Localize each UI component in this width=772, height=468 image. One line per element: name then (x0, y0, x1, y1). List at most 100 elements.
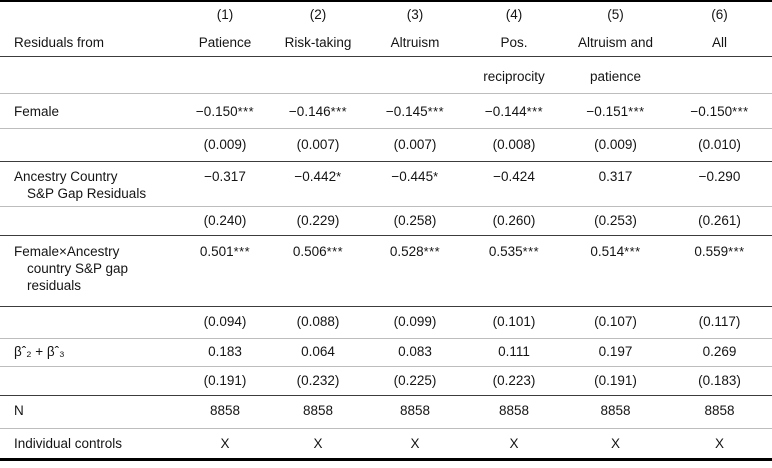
label-line: Ancestry Country (14, 168, 118, 184)
coefficient-value: −0.445 (391, 168, 434, 184)
value-cell: (0.223) (464, 366, 564, 396)
header-outcomes-line2-label (0, 56, 180, 94)
value-cell: (0.009) (180, 128, 270, 162)
significance-stars: *** (326, 243, 344, 259)
value-cell: 0.559*** (667, 235, 772, 307)
coefficient-value: −0.150 (690, 103, 733, 119)
value-cell: (0.232) (270, 366, 366, 396)
value-cell: −0.424 (464, 161, 564, 207)
coefficient-value: 0.501 (199, 243, 234, 259)
significance-stars: *** (330, 103, 348, 119)
value-cell: 8858 (464, 395, 564, 429)
value-cell (366, 56, 464, 94)
coefficient-value: 0.514 (590, 243, 625, 259)
value-cell: 0.083 (366, 338, 464, 367)
value-cell (180, 56, 270, 94)
header-outcomes-line1-label: Residuals from (0, 28, 180, 57)
value-cell: (0.010) (667, 128, 772, 162)
value-cell: (0.007) (270, 128, 366, 162)
value-cell: 8858 (180, 395, 270, 429)
significance-stars: *** (427, 103, 445, 119)
value-cell: 8858 (366, 395, 464, 429)
label-line: Individual controls (14, 435, 123, 451)
row-female-coef-label: Female (0, 93, 180, 129)
label-line: Female (14, 103, 60, 119)
row-beta2-plus-beta3-se: (0.191) (0.232) (0.225) (0.223) (0.191) (0.18… (0, 366, 772, 396)
value-cell: (2) (309, 7, 327, 22)
value-cell: X (509, 435, 519, 451)
value-cell: (0.009) (564, 128, 667, 162)
value-cell: 0.501*** (180, 235, 270, 307)
value-cell: (0.261) (667, 206, 772, 236)
value-cell: All (667, 28, 772, 57)
value-cell: patience (564, 56, 667, 94)
coefficient-value: −0.145 (385, 103, 428, 119)
value-cell: X (610, 435, 620, 451)
coefficient-value: 0.535 (488, 243, 523, 259)
row-female-x-ancestry-coef: Female×Ancestry country S&P gap residuals 0… (0, 235, 772, 307)
value-cell: −0.150*** (180, 93, 270, 129)
significance-stars: * (433, 168, 439, 184)
value-cell: 0.111 (464, 338, 564, 367)
value-cell: (6) (711, 7, 728, 22)
coefficient-value: −0.151 (586, 103, 629, 119)
value-cell: 0.269 (667, 338, 772, 367)
value-cell: Risk-taking (270, 28, 366, 57)
significance-stars: *** (522, 243, 540, 259)
value-cell: 0.514*** (564, 235, 667, 307)
significance-stars: *** (237, 103, 255, 119)
coefficient-value: 0.528 (389, 243, 424, 259)
value-cell: (0.117) (667, 306, 772, 339)
value-cell: (0.183) (667, 366, 772, 396)
row-female-x-ancestry-se: (0.094) (0.088) (0.099) (0.101) (0.107) (0.11… (0, 306, 772, 339)
coefficient-value: −0.144 (484, 103, 527, 119)
value-cell: (0.260) (464, 206, 564, 236)
row-beta2-plus-beta3-coef-label: βˆ₂ + βˆ₃ (0, 338, 180, 367)
value-cell: 0.528*** (366, 235, 464, 307)
value-cell: 0.064 (270, 338, 366, 367)
value-cell: (0.088) (270, 306, 366, 339)
value-cell: X (313, 435, 323, 451)
value-cell: −0.151*** (564, 93, 667, 129)
value-cell: (0.229) (270, 206, 366, 236)
row-observations: N 8858 8858 8858 8858 8858 8858 (0, 395, 772, 429)
value-cell: (0.094) (180, 306, 270, 339)
value-cell: (1) (216, 7, 234, 22)
value-cell: 8858 (564, 395, 667, 429)
value-cell: −0.317 (180, 161, 270, 207)
row-beta2-plus-beta3-coef: βˆ₂ + βˆ₃ 0.183 0.064 0.083 0.111 0.197 0.269 (0, 338, 772, 367)
label-line: residuals (27, 277, 82, 293)
coefficient-value: −0.442 (294, 168, 337, 184)
header-outcomes-line1: Residuals from Patience Risk-taking Altruis… (0, 28, 772, 57)
significance-stars: *** (233, 243, 251, 259)
value-cell: (0.007) (366, 128, 464, 162)
value-cell: (0.099) (366, 306, 464, 339)
header-outcomes-line2: reciprocity patience (0, 56, 772, 94)
coefficient-value: −0.146 (288, 103, 331, 119)
value-cell: X (714, 435, 724, 451)
value-cell: (0.191) (564, 366, 667, 396)
label-line: country S&P gap (27, 260, 129, 276)
value-cell: (0.008) (464, 128, 564, 162)
row-ancestry-gap-coef-label: Ancestry Country S&P Gap Residuals (0, 161, 180, 207)
value-cell (667, 56, 772, 94)
row-female-x-ancestry-coef-label: Female×Ancestry country S&P gap residuals (0, 235, 180, 307)
label-line: S&P Gap Residuals (27, 185, 147, 201)
value-cell: 0.535*** (464, 235, 564, 307)
value-cell: (0.191) (180, 366, 270, 396)
significance-stars: *** (624, 243, 641, 259)
row-female-se-label (0, 128, 180, 162)
value-cell: −0.146*** (270, 93, 366, 129)
row-female-coef: Female −0.150*** −0.146*** −0.145*** −0.144*… (0, 93, 772, 129)
significance-stars: *** (732, 103, 749, 119)
value-cell: (5) (607, 7, 624, 22)
value-cell: (0.253) (564, 206, 667, 236)
value-cell: −0.144*** (464, 93, 564, 129)
value-cell: 0.506*** (270, 235, 366, 307)
row-ancestry-gap-se: (0.240) (0.229) (0.258) (0.260) (0.253) (0.26… (0, 206, 772, 236)
row-ancestry-gap-coef: Ancestry Country S&P Gap Residuals −0.317−… (0, 161, 772, 207)
coefficient-value: −0.150 (195, 103, 238, 119)
row-individual-controls-label: Individual controls (0, 428, 180, 459)
value-cell: X (220, 435, 230, 451)
